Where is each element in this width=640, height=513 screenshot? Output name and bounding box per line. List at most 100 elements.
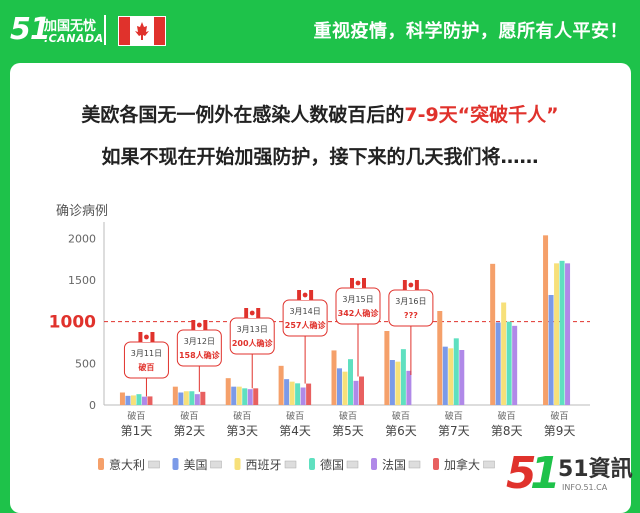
maple-leaf-icon <box>249 310 255 316</box>
maple-leaf-icon <box>355 280 361 286</box>
bar-德国-6 <box>400 349 406 405</box>
bar-意大利-6 <box>384 331 390 405</box>
category-note: 破百 <box>551 410 569 422</box>
y-tick-label: 2000 <box>68 232 96 245</box>
bar-法国-1 <box>141 396 147 405</box>
category-label: 第3天 <box>226 424 258 438</box>
annotation-box <box>229 317 275 355</box>
annotation-box <box>282 299 328 337</box>
bar-德国-8 <box>506 321 512 405</box>
category-label: 第9天 <box>544 424 576 438</box>
canada-flag-icon <box>402 280 407 290</box>
annotation-text: ??? <box>404 311 418 320</box>
canada-flag-icon <box>309 290 314 300</box>
category-label: 第2天 <box>174 424 206 438</box>
category-note: 破百 <box>286 410 304 422</box>
annotation-callout: 3月12日 158人确诊 <box>176 320 222 392</box>
category-note: 破百 <box>445 410 463 422</box>
bar-德国-1 <box>136 394 142 405</box>
legend-swatch <box>371 458 377 470</box>
annotation-date: 3月12日 <box>184 337 215 346</box>
legend-entry: 意大利 <box>109 457 145 472</box>
maple-leaf-icon <box>196 322 202 328</box>
canada-flag-icon <box>138 332 143 342</box>
bar-加拿大-2 <box>200 391 206 405</box>
canada-flag-icon <box>191 320 196 330</box>
annotation-callout: 3月14日 257人确诊 <box>282 290 328 384</box>
bar-西班牙-2 <box>183 391 189 405</box>
bar-法国-5 <box>353 380 359 405</box>
canada-flag-icon <box>244 308 249 318</box>
category-note: 破百 <box>339 410 357 422</box>
svg-text:5: 5 <box>506 448 537 498</box>
watermark-logo: 5 1 51資訊 INFO.51.CA <box>500 444 640 499</box>
bar-西班牙-9 <box>554 263 560 405</box>
category-label: 第8天 <box>491 424 523 438</box>
legend-entry: 西班牙 <box>246 458 282 472</box>
bar-意大利-4 <box>278 365 284 405</box>
y-tick-label: 1500 <box>68 274 96 287</box>
canada-flag-icon <box>297 290 302 300</box>
headline-highlight: 7-9天“突破千人” <box>404 104 559 126</box>
bar-意大利-7 <box>437 311 443 405</box>
logo-english-name[interactable]: .CANADA <box>44 32 104 45</box>
bar-法国-9 <box>565 263 571 405</box>
canada-flag-icon <box>118 16 166 46</box>
bar-德国-4 <box>295 383 301 405</box>
legend-flag-icon <box>284 460 297 469</box>
legend-flag-icon <box>210 460 222 469</box>
content-card <box>10 63 631 513</box>
bar-西班牙-1 <box>130 395 136 405</box>
category-note: 破百 <box>180 410 198 422</box>
bar-西班牙-4 <box>289 381 295 405</box>
maple-leaf-icon <box>144 334 149 340</box>
bar-法国-3 <box>247 389 253 405</box>
bar-美国-1 <box>125 395 131 405</box>
logo-number[interactable]: 51 <box>10 12 51 47</box>
bar-法国-6 <box>406 370 412 405</box>
category-note: 破百 <box>498 410 516 422</box>
bar-美国-5 <box>337 368 342 405</box>
maple-leaf-icon <box>302 292 308 298</box>
bar-加拿大-5 <box>359 376 364 405</box>
category-label: 第7天 <box>438 424 470 438</box>
y-tick-label: 0 <box>89 399 96 412</box>
threshold-label: 1000 <box>49 313 96 333</box>
headline-prefix: 美欧各国无一例外在感染人数破百后的 <box>81 104 405 126</box>
canada-flag-icon <box>256 308 261 318</box>
bar-德国-9 <box>559 260 565 405</box>
annotation-text: 342人确诊 <box>338 308 380 318</box>
maple-leaf-icon <box>408 282 414 288</box>
logo-chinese-name[interactable]: 加国无忧 <box>44 19 97 34</box>
legend-flag-icon <box>408 460 421 469</box>
bar-美国-6 <box>389 360 395 405</box>
header-bar: 51 加国无忧 .CANADA 重视疫情，科学防护，愿所有人平安！ <box>0 0 640 62</box>
category-label: 第5天 <box>332 424 364 438</box>
annotation-date: 3月15日 <box>342 295 373 304</box>
legend-flag-icon <box>483 460 495 469</box>
bar-加拿大-4 <box>306 383 312 405</box>
annotation-text: 200人确诊 <box>232 338 274 348</box>
annotation-callout: 3月16日??? <box>388 280 434 375</box>
annotation-text: 破百 <box>138 362 154 372</box>
legend-swatch <box>172 458 179 470</box>
bar-法国-2 <box>194 394 200 405</box>
bar-意大利-8 <box>490 263 496 405</box>
annotation-box <box>123 341 169 379</box>
watermark-sub: INFO.51.CA <box>562 483 608 492</box>
bar-美国-4 <box>284 379 290 405</box>
headline-line-1: 美欧各国无一例外在感染人数破百后的7-9天“突破千人” <box>0 100 640 127</box>
category-label: 第1天 <box>121 424 153 438</box>
bar-意大利-3 <box>225 378 231 405</box>
annotation-date: 3月14日 <box>289 307 320 316</box>
bar-意大利-5 <box>331 350 337 405</box>
bar-德国-7 <box>453 338 459 405</box>
canada-flag-icon <box>362 278 366 288</box>
bar-意大利-9 <box>543 235 549 405</box>
annotation-callout: 3月13日 200人确诊 <box>229 308 275 389</box>
legend-flag-icon <box>346 460 359 469</box>
bar-法国-8 <box>512 325 518 405</box>
bar-美国-2 <box>178 392 184 405</box>
bar-西班牙-6 <box>395 361 401 405</box>
annotation-box <box>388 289 434 327</box>
